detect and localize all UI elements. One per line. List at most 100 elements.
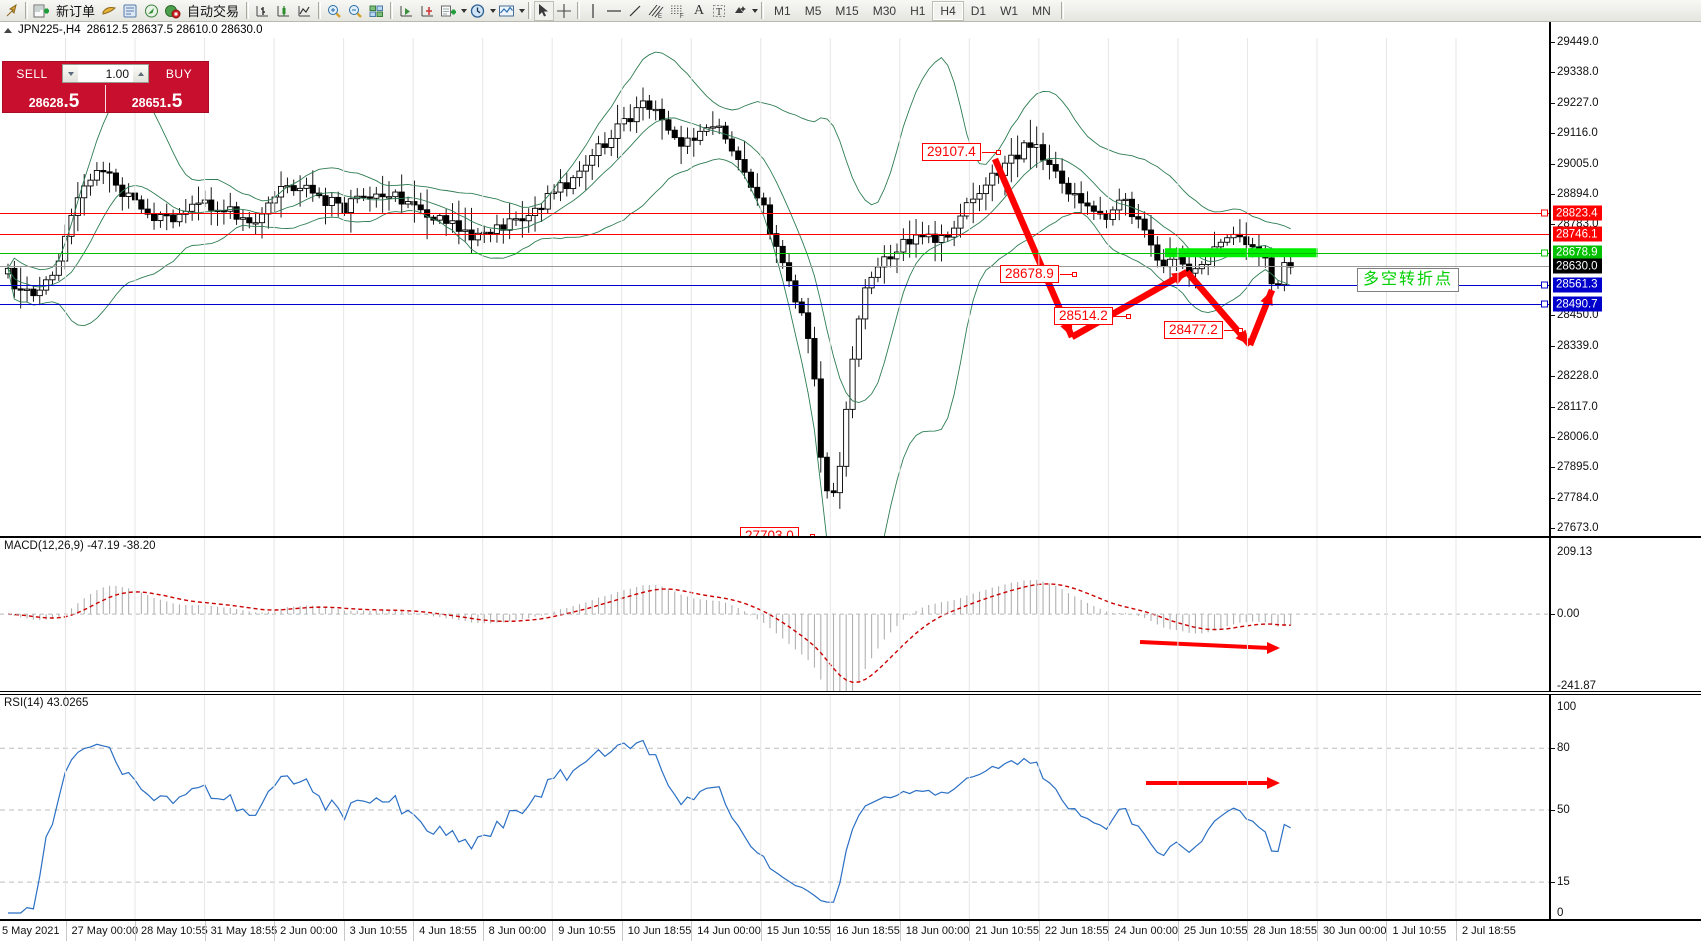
cursor-arrow-icon[interactable] [534,0,555,21]
price-annotation-label[interactable]: 28678.9 [1000,265,1059,283]
level-line-handle[interactable] [1541,281,1548,289]
sell-button[interactable]: SELL [16,66,48,81]
level-line-handle[interactable] [1541,300,1548,308]
price-level-line[interactable] [0,213,1549,215]
annotation-anchor-handle[interactable] [996,149,1001,155]
new-order-label[interactable]: 新订单 [56,4,96,19]
time-axis[interactable]: 5 May 2021 27 May 00:00 28 May 10:55 31 May… [0,920,1701,941]
navigator-icon[interactable] [141,1,162,21]
timeframe-m15[interactable]: M15 [835,3,859,18]
volume-increase-button[interactable] [133,65,148,82]
time-axis-divider [274,921,276,941]
buy-button[interactable]: BUY [165,66,193,81]
price-axis[interactable]: 29449.0 29338.0 29227.0 29116.0 29005.0 28894… [1549,22,1701,536]
collapse-triangle-icon[interactable] [4,27,12,33]
volume-decrease-button[interactable] [63,65,78,82]
price-annotation-label[interactable]: 27703.0 [740,527,799,536]
annotation-anchor-handle[interactable] [1126,313,1131,319]
timeframe-w1[interactable]: W1 [1000,3,1019,18]
autotrading-label[interactable]: 自动交易 [187,4,240,19]
equidistant-channel-icon[interactable]: E [645,1,667,21]
rsi-pane[interactable]: RSI(14) 43.0265 100 80 50 15 0 [0,694,1701,920]
macd-plot-area[interactable] [0,538,1701,691]
toolbar-separator [1060,2,1064,19]
rsi-axis-label: 50 [1557,804,1570,816]
rsi-axis[interactable]: 100 80 50 15 0 [1549,695,1701,919]
level-line-handle[interactable] [1541,249,1548,257]
price-level-line[interactable] [0,284,1549,286]
pointer-tool-icon[interactable] [2,1,22,21]
chart-note-label[interactable]: 多空转折点 [1357,268,1460,292]
timeframe-clock-icon[interactable] [467,1,488,21]
price-plot-area[interactable]: 29107.4 28678.9 28514.2 28477.2 27703.0 多空转折点 [0,22,1701,536]
data-window-icon[interactable] [120,1,141,21]
timeframe-d1[interactable]: D1 [970,3,987,18]
bar-chart-icon[interactable] [252,1,273,21]
candlestick-chart-icon[interactable] [273,1,294,21]
buy-price[interactable]: 28651 .5 [106,85,208,112]
annotation-anchor-handle[interactable] [810,533,815,536]
price-annotation-label[interactable]: 28477.2 [1164,321,1223,339]
chevron-down-icon [67,71,74,76]
one-click-trading-panel[interactable]: SELL 1.00 BUY 28628 .5 28651 .5 [2,61,209,113]
timeframe-mn[interactable]: MN [1032,3,1051,18]
shapes-dropdown-caret-icon[interactable] [752,8,759,13]
price-level-line[interactable] [0,252,1549,254]
timeframe-m5[interactable]: M5 [804,3,822,18]
axis-tick [1551,315,1555,317]
new-order-icon[interactable] [31,1,52,21]
macd-svg [0,538,1549,691]
axis-tick [1551,748,1555,750]
price-annotation-label[interactable]: 28514.2 [1054,307,1113,325]
trend-line-icon[interactable] [625,1,645,21]
chart-shift-icon[interactable] [417,1,438,21]
horizontal-line-icon[interactable] [603,1,625,21]
level-line-handle[interactable] [1541,209,1548,217]
templates-icon[interactable] [496,1,517,21]
history-icon[interactable] [99,1,120,21]
timeframe-h4[interactable]: H4 [932,0,964,21]
annotation-anchor-handle[interactable] [1238,327,1243,333]
price-chart-pane[interactable]: 29107.4 28678.9 28514.2 28477.2 27703.0 多空转折点… [0,22,1701,537]
timeframe-m1[interactable]: M1 [774,3,791,18]
time-axis-divider [135,921,137,941]
crosshair-icon[interactable] [554,1,574,21]
price-level-line[interactable] [0,234,1549,236]
text-object-icon[interactable]: T [709,1,729,21]
timeframe-h1[interactable]: H1 [910,3,926,18]
volume-value[interactable]: 1.00 [105,66,129,81]
price-axis-label: 29338.0 [1557,66,1599,79]
toolbar-separator [528,2,532,19]
price-annotation-label[interactable]: 29107.4 [922,143,981,161]
price-axis-label: 28339.0 [1557,339,1599,352]
price-axis-label: 27784.0 [1557,491,1599,504]
scroll-end-icon[interactable] [396,1,417,21]
shapes-icon[interactable] [729,1,750,21]
price-level-line[interactable] [0,304,1549,306]
indicator-dropdown-caret-icon[interactable] [461,8,468,13]
autotrading-icon[interactable] [162,1,183,21]
price-level-line[interactable] [0,266,1549,268]
buy-price-decimal: .5 [166,90,183,112]
zoom-in-icon[interactable] [324,1,345,21]
rsi-plot-area[interactable] [0,695,1701,919]
timeframe-dropdown-caret-icon[interactable] [490,8,497,13]
volume-stepper[interactable]: 1.00 [62,64,149,83]
templates-dropdown-caret-icon[interactable] [519,8,526,13]
zoom-out-icon[interactable] [345,1,366,21]
sell-price[interactable]: 28628 .5 [3,85,105,112]
timeframe-m30[interactable]: M30 [872,3,897,18]
macd-axis-label: 209.13 [1557,546,1593,558]
fibonacci-icon[interactable]: F [667,1,689,21]
macd-pane[interactable]: MACD(12,26,9) -47.19 -38.20 209.13 0.00 -2… [0,537,1701,692]
line-chart-icon[interactable] [294,1,315,21]
text-label-icon[interactable]: A [693,2,705,18]
annotation-anchor-handle[interactable] [1072,271,1077,277]
vertical-line-icon[interactable] [583,1,603,21]
add-indicator-icon[interactable] [438,1,459,21]
tile-windows-icon[interactable] [366,1,387,21]
macd-axis[interactable]: 209.13 0.00 -241.87 [1549,538,1701,692]
toolbar-separator [318,2,322,19]
price-axis-label: 29116.0 [1557,127,1598,140]
axis-tick [1551,436,1555,438]
